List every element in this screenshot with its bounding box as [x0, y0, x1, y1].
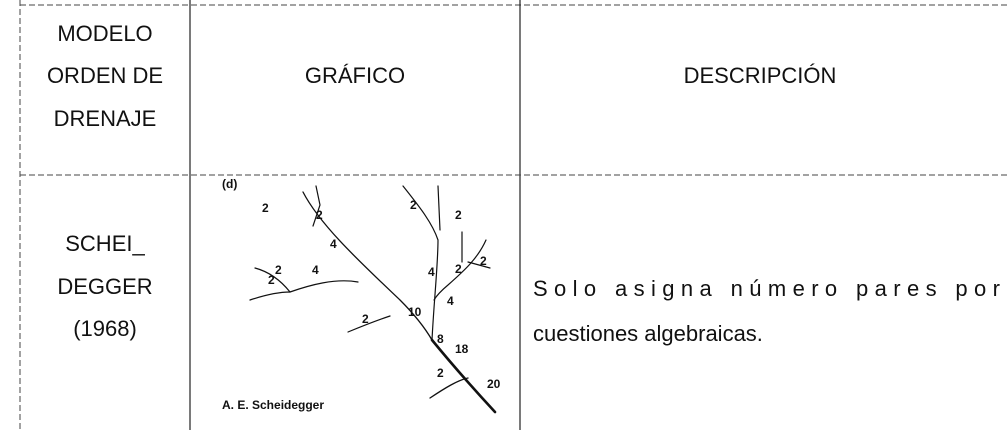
figure-credit: A. E. Scheidegger	[222, 398, 324, 412]
order-label: 10	[408, 305, 422, 319]
stream	[429, 377, 469, 399]
order-label: 4	[447, 294, 454, 308]
header-graphic: GRÁFICO	[305, 63, 405, 88]
panel-label: (d)	[222, 177, 237, 191]
stream	[467, 261, 491, 269]
order-label: 18	[455, 342, 469, 356]
order-label: 2	[362, 312, 369, 326]
order-label: 2	[455, 262, 462, 276]
order-label: 2	[410, 198, 417, 212]
order-label: 2	[455, 208, 462, 222]
stream	[302, 191, 433, 341]
header-model-line: DRENAJE	[54, 106, 157, 131]
order-label: 8	[437, 332, 444, 346]
order-label: 2	[275, 263, 282, 277]
order-label: 2	[480, 254, 487, 268]
stream	[347, 315, 391, 333]
order-label: 2	[316, 208, 323, 222]
description-line: cuestiones algebraicas.	[533, 321, 763, 346]
model-line: SCHEI_	[65, 231, 145, 256]
stream	[437, 185, 441, 231]
stream	[433, 239, 487, 301]
header-model-line: MODELO	[57, 21, 152, 46]
description-line: Solo asigna número pares por	[533, 276, 1000, 301]
stream	[402, 185, 439, 341]
order-label: 4	[428, 265, 435, 279]
order-label: 4	[312, 263, 319, 277]
order-label: 2	[437, 366, 444, 380]
model-line: DEGGER	[57, 274, 152, 299]
model-line: (1968)	[73, 316, 137, 341]
header-model-line: ORDEN DE	[47, 63, 163, 88]
stream	[430, 338, 497, 414]
order-label: 2	[268, 273, 275, 287]
stream	[249, 291, 291, 301]
order-label: 20	[487, 377, 501, 391]
header-description: DESCRIPCIÓN	[684, 63, 837, 88]
order-label: 2	[262, 201, 269, 215]
order-label: 4	[330, 237, 337, 251]
stream	[312, 185, 321, 227]
